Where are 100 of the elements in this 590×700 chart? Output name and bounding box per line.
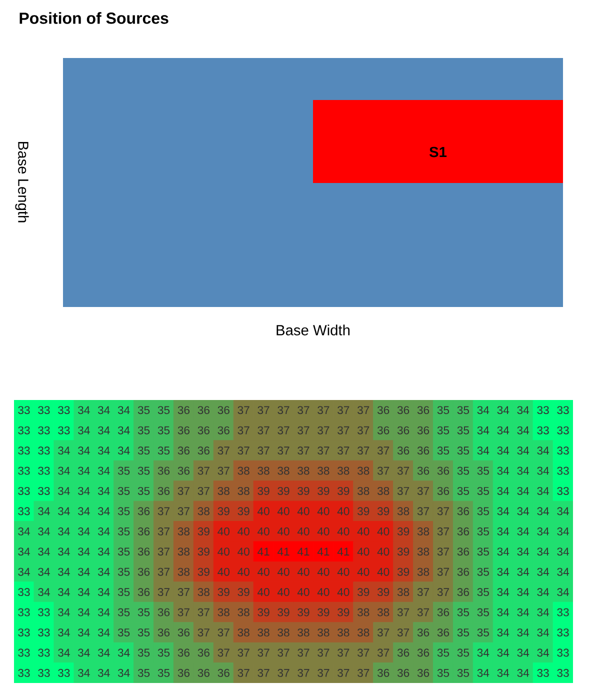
data-label: 34 xyxy=(18,568,30,576)
data-label: 37 xyxy=(318,426,330,434)
data-label: 40 xyxy=(337,568,350,576)
data-label: 34 xyxy=(557,527,569,536)
data-label: 37 xyxy=(318,406,330,414)
data-label: 34 xyxy=(537,628,550,636)
data-label: 33 xyxy=(557,486,569,495)
data-label: 36 xyxy=(417,406,430,414)
data-label: 36 xyxy=(178,446,190,455)
data-label: 37 xyxy=(318,648,330,657)
data-label: 35 xyxy=(158,426,170,434)
data-label: 40 xyxy=(377,527,390,536)
data-label: 37 xyxy=(377,628,390,636)
data-label: 34 xyxy=(497,486,510,495)
data-label: 39 xyxy=(238,588,250,596)
data-label: 33 xyxy=(38,628,50,636)
data-label: 34 xyxy=(98,608,110,616)
data-label: 34 xyxy=(78,426,90,434)
data-label: 34 xyxy=(517,527,530,536)
data-label: 39 xyxy=(198,527,210,536)
data-label: 39 xyxy=(198,548,210,556)
data-label: 41 xyxy=(258,548,270,556)
data-label: 35 xyxy=(457,466,470,475)
data-label: 35 xyxy=(118,507,130,516)
data-label: 39 xyxy=(397,548,410,556)
data-label: 36 xyxy=(417,628,430,636)
data-label: 36 xyxy=(198,426,210,434)
data-label: 34 xyxy=(517,466,530,475)
data-label: 35 xyxy=(138,466,150,475)
data-label: 33 xyxy=(58,406,70,414)
data-label: 38 xyxy=(318,466,330,475)
data-label: 36 xyxy=(198,406,210,414)
data-label: 36 xyxy=(457,548,470,556)
data-label: 36 xyxy=(178,628,190,636)
data-label: 36 xyxy=(397,406,410,414)
text: S1 xyxy=(429,146,447,158)
data-label: 34 xyxy=(497,548,510,556)
data-label: 38 xyxy=(358,608,370,616)
data-label: 36 xyxy=(417,446,430,455)
data-label: 40 xyxy=(277,507,290,516)
data-label: 34 xyxy=(58,648,70,657)
data-label: 36 xyxy=(437,486,450,495)
data-label: 37 xyxy=(278,426,290,434)
data-label: 33 xyxy=(38,648,50,657)
text: Base Length xyxy=(15,142,29,222)
data-label: 38 xyxy=(178,568,190,576)
data-label: 35 xyxy=(457,648,470,657)
data-label: 33 xyxy=(557,446,569,455)
data-label: 34 xyxy=(517,406,530,414)
data-label: 36 xyxy=(198,446,210,455)
data-label: 34 xyxy=(78,507,90,516)
data-label: 33 xyxy=(557,668,569,677)
data-label: 37 xyxy=(298,648,310,657)
data-label: 33 xyxy=(38,668,50,677)
data-label: 37 xyxy=(258,446,270,455)
data-label: 37 xyxy=(397,628,410,636)
data-label: 38 xyxy=(218,486,230,495)
data-label: 34 xyxy=(118,406,130,414)
data-label: 34 xyxy=(517,628,530,636)
data-label: 34 xyxy=(18,527,30,536)
data-label: 37 xyxy=(238,406,250,414)
data-label: 40 xyxy=(297,507,310,516)
data-label: 36 xyxy=(437,466,450,475)
data-label: 36 xyxy=(397,648,410,657)
data-label: 34 xyxy=(98,486,110,495)
data-label: 41 xyxy=(277,548,290,556)
data-label: 38 xyxy=(417,548,430,556)
data-label: 37 xyxy=(238,648,250,657)
data-label: 37 xyxy=(397,608,410,616)
data-label: 40 xyxy=(238,527,250,536)
data-label: 34 xyxy=(118,446,130,455)
data-label: 36 xyxy=(437,628,450,636)
data-label: 34 xyxy=(58,466,70,475)
data-label: 38 xyxy=(377,486,390,495)
data-label: 34 xyxy=(537,527,550,536)
data-label: 38 xyxy=(338,466,350,475)
data-label: 34 xyxy=(118,668,130,677)
data-label: 35 xyxy=(477,527,489,536)
data-label: 34 xyxy=(38,588,50,596)
data-label: 33 xyxy=(18,668,30,677)
data-label: 34 xyxy=(497,527,510,536)
data-label: 38 xyxy=(278,466,290,475)
data-label: 33 xyxy=(18,466,30,475)
data-label: 36 xyxy=(198,668,210,677)
data-label: 34 xyxy=(38,507,50,516)
data-label: 36 xyxy=(377,406,390,414)
data-label: 35 xyxy=(477,466,489,475)
data-label: 36 xyxy=(138,588,150,596)
data-label: 39 xyxy=(338,486,350,495)
data-label: 34 xyxy=(537,568,550,576)
data-label: 35 xyxy=(118,527,130,536)
data-label: 37 xyxy=(178,608,190,616)
data-label: 37 xyxy=(417,486,429,495)
data-label: 41 xyxy=(297,548,310,556)
data-label: 34 xyxy=(477,648,490,657)
data-label: 38 xyxy=(298,628,310,636)
data-label: 38 xyxy=(417,527,430,536)
text: Position of Sources xyxy=(20,12,168,24)
data-label: 37 xyxy=(198,628,210,636)
data-label: 37 xyxy=(198,466,210,475)
